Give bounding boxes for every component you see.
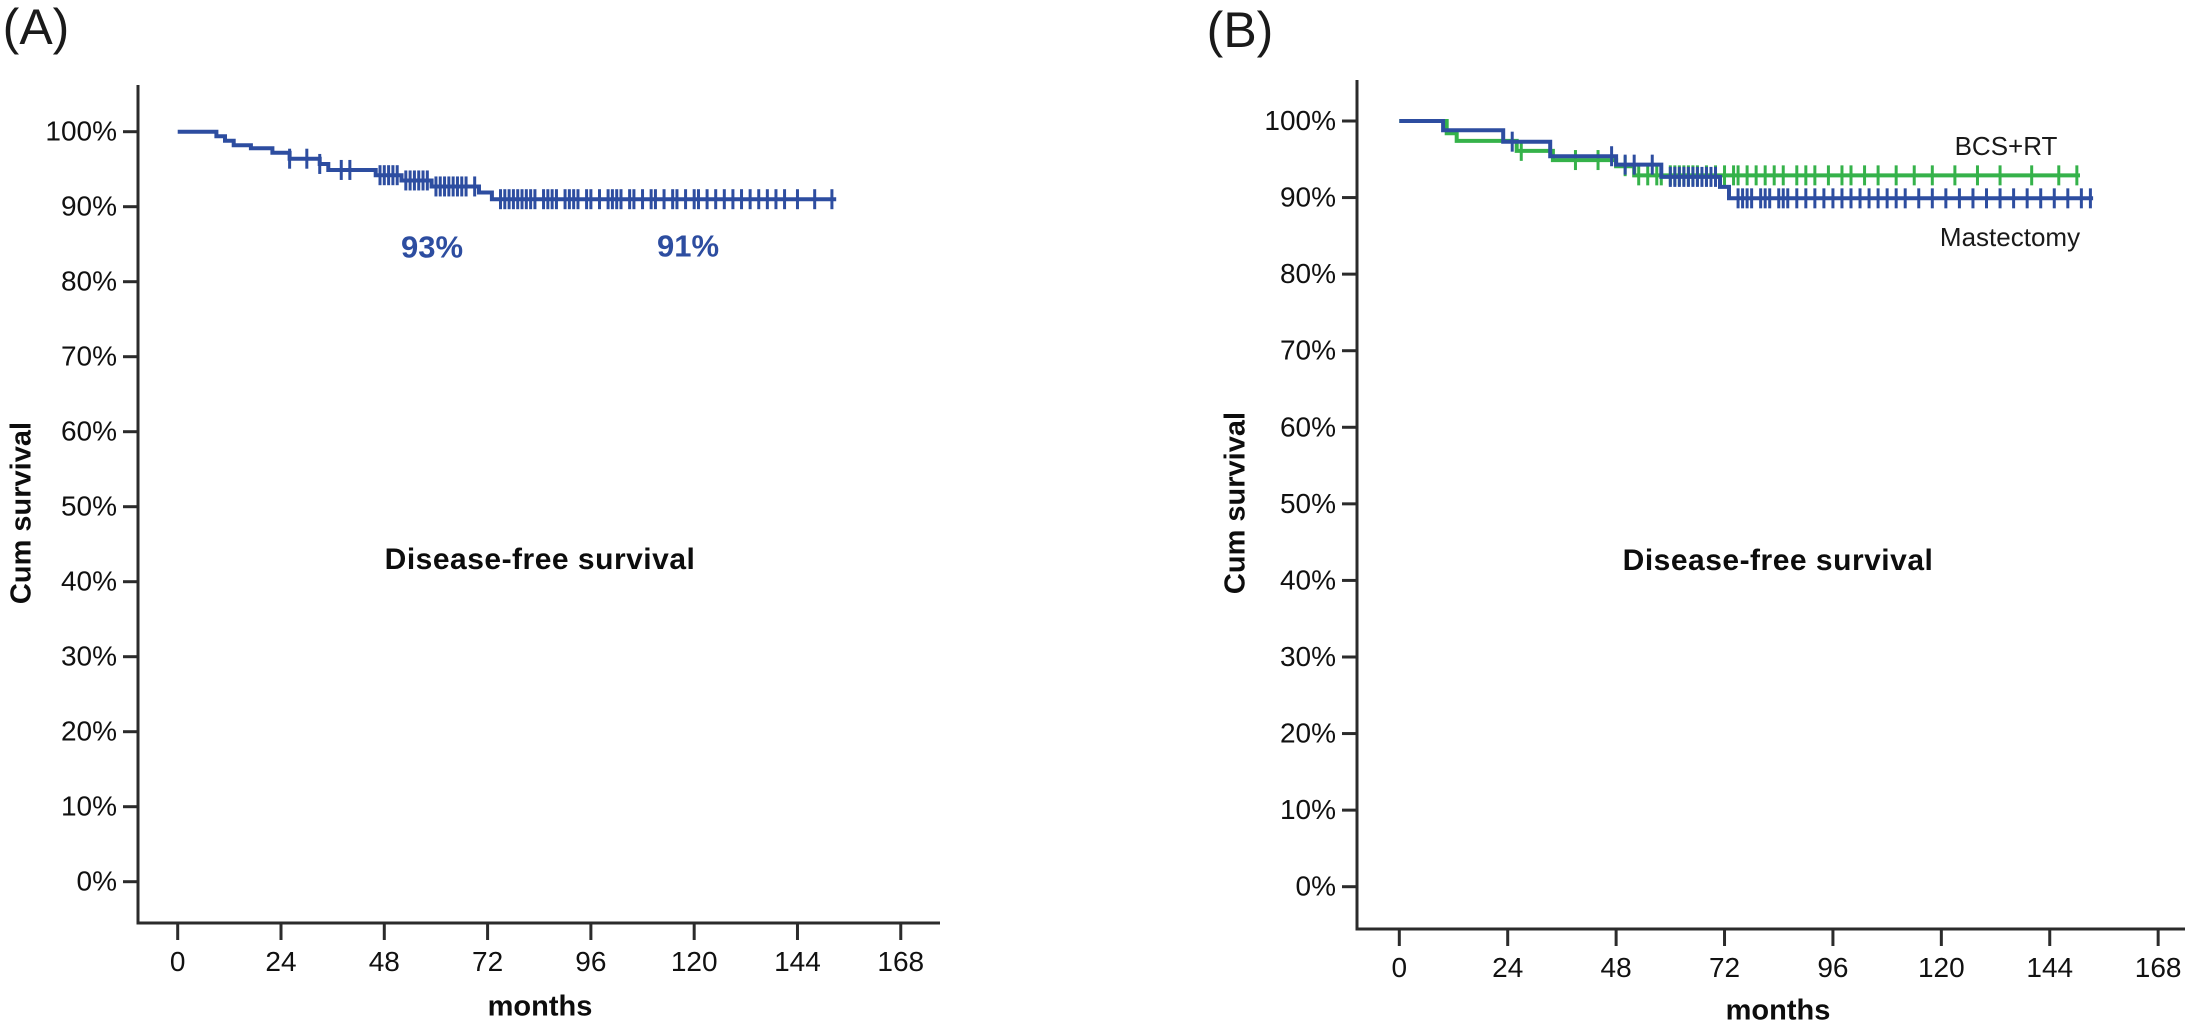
svg-text:144: 144 — [2026, 952, 2073, 983]
svg-text:0%: 0% — [77, 866, 117, 897]
svg-text:60%: 60% — [1280, 411, 1336, 442]
svg-text:72: 72 — [472, 946, 503, 977]
panel-b-label: (B) — [1206, 2, 1274, 58]
svg-text:90%: 90% — [1280, 182, 1336, 213]
panel-b-y-axis-title: Cum survival — [1219, 411, 1252, 595]
svg-text:72: 72 — [1709, 952, 1740, 983]
svg-text:48: 48 — [369, 946, 400, 977]
svg-text:0: 0 — [170, 946, 186, 977]
panel-b-plot-title: Disease-free survival — [1622, 544, 1934, 577]
panel-a-annotation-91pct: 91% — [656, 228, 720, 264]
svg-text:80%: 80% — [61, 266, 117, 297]
panel-b-series-label-bcs-rt: BCS+RT — [1954, 131, 2058, 161]
svg-text:168: 168 — [2135, 952, 2182, 983]
svg-text:120: 120 — [1918, 952, 1965, 983]
svg-text:30%: 30% — [1280, 641, 1336, 672]
svg-text:10%: 10% — [61, 791, 117, 822]
panel-a-x-axis-title: months — [487, 990, 593, 1023]
svg-text:96: 96 — [575, 946, 606, 977]
svg-text:50%: 50% — [61, 491, 117, 522]
svg-text:168: 168 — [877, 946, 924, 977]
svg-text:70%: 70% — [61, 341, 117, 372]
svg-text:48: 48 — [1601, 952, 1632, 983]
svg-text:100%: 100% — [45, 116, 117, 147]
svg-text:90%: 90% — [61, 191, 117, 222]
svg-text:96: 96 — [1817, 952, 1848, 983]
svg-text:144: 144 — [774, 946, 821, 977]
svg-text:10%: 10% — [1280, 794, 1336, 825]
svg-text:24: 24 — [1492, 952, 1523, 983]
panel-a-label: (A) — [2, 0, 70, 55]
svg-text:60%: 60% — [61, 416, 117, 447]
svg-text:30%: 30% — [61, 641, 117, 672]
svg-text:40%: 40% — [61, 566, 117, 597]
panel-a-y-axis-title: Cum survival — [5, 421, 38, 605]
svg-text:40%: 40% — [1280, 564, 1336, 595]
svg-text:0%: 0% — [1296, 871, 1336, 902]
panel-b-x-axis-title: months — [1725, 994, 1831, 1027]
panel-b-series-label-mastectomy: Mastectomy — [1939, 222, 2081, 252]
svg-text:20%: 20% — [1280, 718, 1336, 749]
panel-a-annotation-93pct: 93% — [400, 229, 464, 265]
svg-text:24: 24 — [265, 946, 296, 977]
svg-text:120: 120 — [671, 946, 718, 977]
svg-text:20%: 20% — [61, 716, 117, 747]
svg-text:80%: 80% — [1280, 258, 1336, 289]
svg-text:0: 0 — [1392, 952, 1408, 983]
svg-text:70%: 70% — [1280, 335, 1336, 366]
svg-text:50%: 50% — [1280, 488, 1336, 519]
svg-text:100%: 100% — [1264, 105, 1336, 136]
panel-a-plot-title: Disease-free survival — [384, 543, 696, 576]
